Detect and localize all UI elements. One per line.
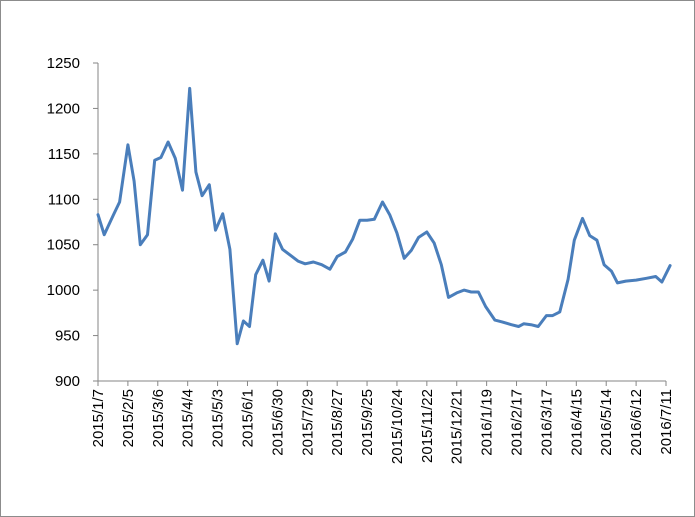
y-tick-label: 1050 — [47, 237, 80, 254]
y-tick-label: 900 — [55, 373, 80, 390]
y-tick-label: 1200 — [47, 100, 80, 117]
x-tick-label: 2016/3/17 — [538, 389, 555, 456]
x-tick-label: 2015/6/1 — [239, 389, 256, 447]
series-line — [96, 86, 672, 346]
x-tick-label: 2016/6/12 — [628, 389, 645, 456]
x-tick-label: 2015/4/4 — [180, 389, 197, 447]
x-tick-label: 2016/1/19 — [479, 389, 496, 456]
x-tick-label: 2015/7/29 — [299, 389, 316, 456]
y-tick-label: 1250 — [47, 55, 80, 72]
y-tick-label: 1100 — [48, 191, 80, 208]
x-tick-label: 2016/2/17 — [509, 389, 526, 456]
x-tick-label: 2016/4/15 — [568, 389, 585, 456]
x-tick-label: 2015/5/3 — [210, 389, 227, 447]
x-tick-label: 2015/8/27 — [329, 389, 346, 456]
y-tick-label: 950 — [55, 328, 80, 345]
x-tick-label: 2015/1/7 — [90, 389, 107, 447]
x-tick-label: 2016/5/14 — [598, 389, 615, 456]
x-tick-label: 2015/9/25 — [359, 389, 376, 456]
series-lines — [96, 86, 672, 346]
x-tick-label: 2015/2/5 — [120, 389, 137, 447]
x-tick-label: 2015/10/24 — [389, 389, 406, 464]
x-tick-label: 2015/11/22 — [419, 389, 436, 463]
chart-axes — [93, 62, 667, 386]
y-tick-label: 1000 — [47, 282, 80, 299]
x-axis-tick-labels: 2015/1/7 2015/2/5 2015/3/6 2015/4/4 2015/5/3… — [90, 389, 675, 464]
y-axis-tick-labels: 900 950 1000 1050 1100 1150 1200 1250 — [47, 55, 80, 390]
x-tick-label: 2015/3/6 — [150, 389, 167, 447]
x-tick-label: 2015/12/21 — [449, 389, 466, 464]
x-tick-label: 2016/7/11 — [658, 389, 675, 455]
x-tick-label: 2015/6/30 — [269, 389, 286, 456]
y-tick-label: 1150 — [48, 146, 80, 163]
